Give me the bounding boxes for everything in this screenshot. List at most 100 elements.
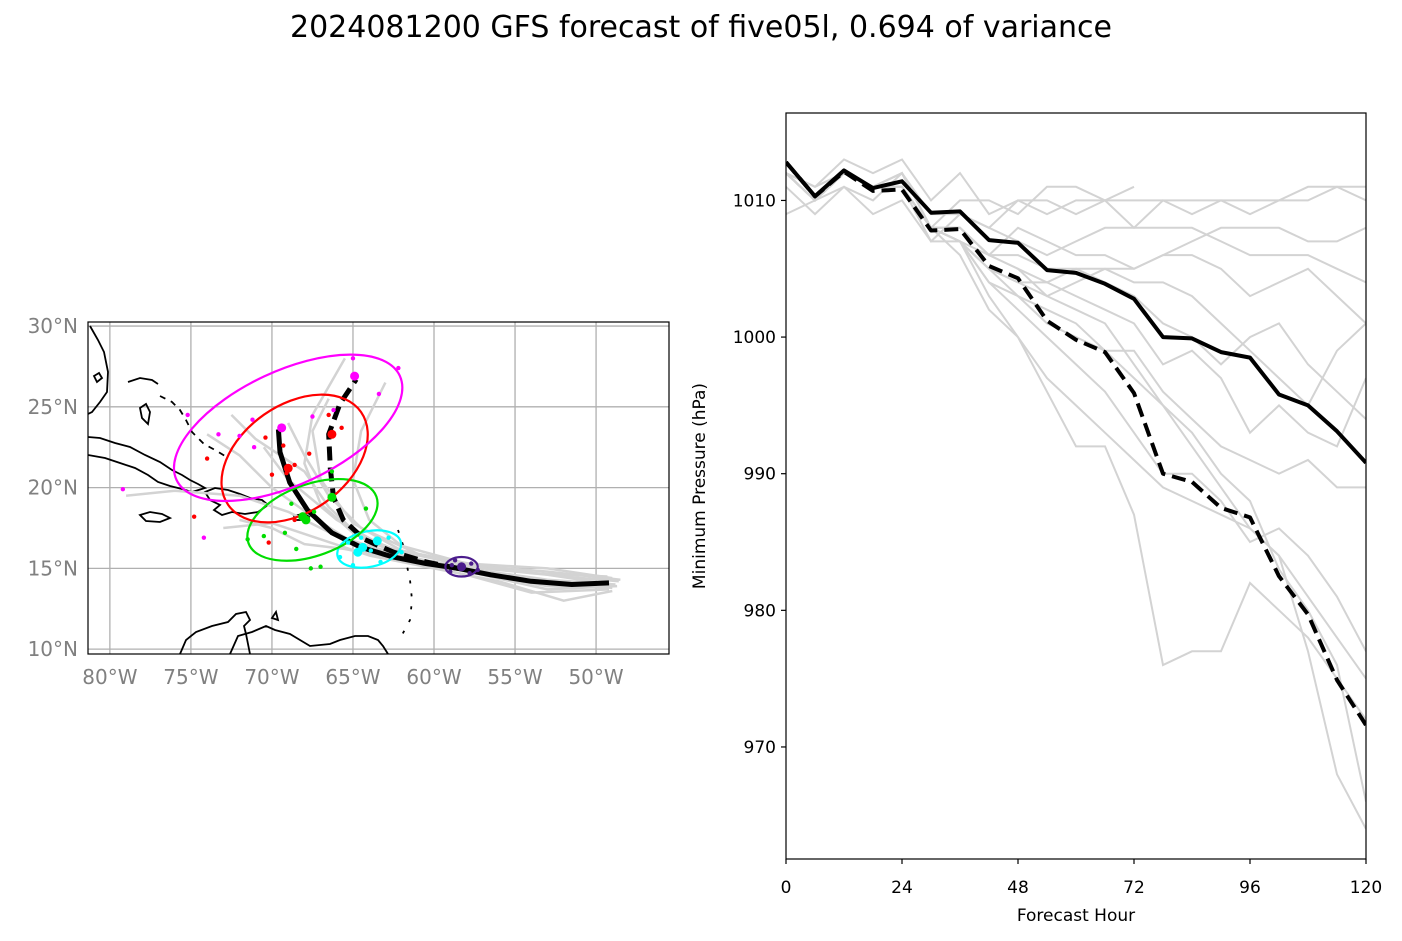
ensemble-pressure-line: [786, 185, 1366, 243]
ensemble-position-point: [345, 540, 351, 545]
mean-position-point: [301, 515, 311, 525]
ensemble-pressure-line: [786, 171, 1366, 802]
ensemble-position-point: [216, 432, 221, 437]
ensemble-position-point: [378, 559, 383, 565]
uncertainty-ellipses: [172, 353, 479, 578]
ensemble-position-point: [237, 433, 242, 439]
coastline-cuba: [88, 436, 208, 493]
ensemble-position-point: [191, 514, 197, 519]
x-tick-label: 24: [891, 878, 913, 898]
ensemble-position-point: [204, 456, 210, 461]
ensemble-position-point: [331, 407, 336, 413]
ensemble-position-point: [201, 535, 207, 540]
x-tick-label: 120: [1350, 878, 1382, 898]
ellipse-day5: [172, 353, 404, 503]
position-points: [120, 356, 480, 576]
mean-position-point: [327, 492, 337, 502]
ensemble-position-point: [245, 537, 250, 542]
ensemble-position-point: [120, 487, 126, 492]
x-tick-label: 96: [1239, 878, 1261, 898]
ensemble-position-point: [467, 571, 472, 576]
y-axis-label: Minimum Pressure (hPa): [690, 383, 710, 589]
coastline-andros: [138, 402, 151, 426]
ensemble-position-point: [386, 535, 391, 540]
ensemble-pressure-line: [786, 158, 1135, 216]
ensemble-position-point: [307, 451, 312, 456]
ensemble-track: [223, 521, 613, 602]
map-xtick-label: 50°W: [568, 665, 623, 689]
map-ytick-label: 15°N: [28, 556, 78, 580]
mean-position-point: [350, 371, 360, 381]
y-tick-label: 1010: [733, 191, 776, 211]
ensemble-position-point: [250, 417, 255, 422]
pressure-frame: [785, 112, 1367, 860]
mean-pressure-line: [786, 160, 1366, 465]
ensemble-pressure-line: [786, 171, 1366, 652]
ensemble-position-point: [363, 506, 369, 511]
ensemble-position-point: [376, 391, 382, 397]
coastline-florida: [88, 325, 109, 415]
ensemble-position-point: [261, 533, 267, 539]
mean-position-point: [358, 542, 368, 552]
ensemble-track: [239, 518, 610, 594]
ensemble-position-point: [396, 365, 401, 371]
map-tick-labels: 80°W 75°W 70°W 65°W 60°W 55°W 50°W 10°N 15°N 20°N…: [28, 314, 624, 689]
map-xtick-label: 65°W: [325, 665, 380, 689]
pressure-series: [786, 160, 1366, 727]
ensemble-position-point: [358, 535, 364, 540]
ensemble-pressure-lines: [786, 158, 1366, 830]
ensemble-position-point: [452, 558, 458, 563]
ellipse-day4: [220, 393, 369, 524]
mean-position-point: [372, 536, 382, 546]
y-tick-label: 1000: [733, 328, 776, 348]
ensemble-position-point: [368, 548, 374, 553]
x-tick-label: 72: [1123, 878, 1145, 898]
map-ytick-label: 20°N: [28, 476, 78, 500]
ensemble-position-point: [310, 414, 315, 419]
x-tick-label: 48: [1007, 878, 1029, 898]
x-tick-label: 0: [781, 878, 792, 898]
ensemble-track: [303, 357, 621, 581]
coastline-lesser-antilles: [397, 529, 413, 636]
map-gridlines: [88, 322, 669, 654]
ensemble-position-point: [318, 564, 323, 569]
pressure-chart-panel: 0 24 48 72 96 120 970 980 990 1000 1010 Forecast H…: [690, 112, 1382, 926]
ensemble-position-point: [399, 550, 404, 555]
map-xtick-label: 70°W: [244, 665, 299, 689]
map-ytick-label: 25°N: [28, 395, 78, 419]
track-map-panel: 80°W 75°W 70°W 65°W 60°W 55°W 50°W 10°N 15°N 20°N…: [28, 314, 670, 689]
ensemble-position-point: [311, 509, 317, 515]
coastline-bahamas: [127, 377, 159, 385]
ellipse-day1: [444, 555, 479, 578]
ensemble-position-point: [339, 425, 344, 431]
ensemble-position-point: [185, 412, 190, 418]
ensemble-position-point: [350, 356, 356, 361]
ensemble-position-point: [294, 546, 299, 552]
ensemble-position-point: [475, 567, 480, 573]
pressure-ticks: 0 24 48 72 96 120 970 980 990 1000 1010: [733, 191, 1382, 898]
coastline-south-america: [179, 610, 252, 654]
ensemble-position-point: [263, 435, 268, 440]
x-axis-label: Forecast Hour: [1017, 906, 1135, 926]
map-xtick-label: 80°W: [82, 665, 137, 689]
ensemble-position-point: [269, 472, 275, 477]
ensemble-position-point: [350, 562, 356, 568]
ensemble-position-point: [448, 569, 453, 574]
ensemble-pressure-line: [786, 171, 1366, 325]
ensemble-position-point: [282, 530, 288, 536]
ensemble-pressure-line: [786, 171, 1366, 408]
figure-title: 2024081200 GFS forecast of five05l, 0.69…: [290, 10, 1112, 45]
map-xtick-label: 75°W: [163, 665, 218, 689]
coastline-bahamas-2: [159, 395, 226, 457]
y-tick-label: 970: [744, 738, 776, 758]
coastline-lake: [92, 371, 104, 384]
ellipse-day3: [246, 478, 379, 562]
map-ytick-label: 30°N: [28, 314, 78, 338]
ensemble-position-point: [449, 562, 455, 568]
ensemble-track: [351, 382, 613, 580]
ensemble-position-point: [337, 554, 343, 560]
mean-position-point: [457, 562, 467, 572]
y-tick-label: 990: [744, 465, 776, 485]
map-frame: [87, 321, 670, 655]
ensemble-position-point: [308, 566, 314, 571]
